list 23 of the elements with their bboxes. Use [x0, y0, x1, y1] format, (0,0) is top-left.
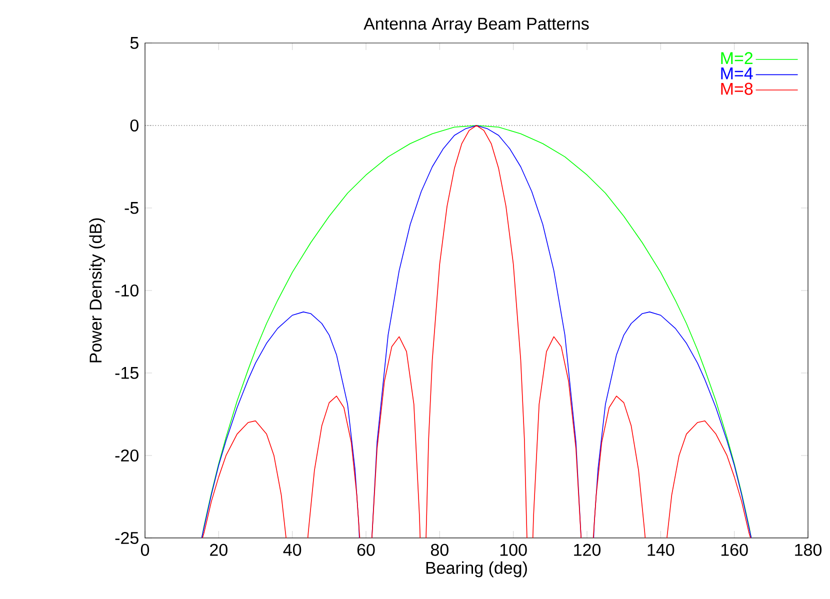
y-tick-label: -20 — [115, 449, 138, 462]
y-axis-title: Power Density (dB) — [89, 218, 106, 362]
legend-label: M=4 — [721, 68, 753, 80]
x-tick-label: 40 — [283, 544, 302, 556]
y-tick-label: -5 — [124, 202, 138, 214]
x-tick-label: 100 — [500, 544, 527, 556]
y-tick-label: -25 — [115, 532, 138, 544]
x-tick-label: 60 — [357, 544, 375, 556]
legend-label: M=2 — [721, 52, 753, 64]
y-tick-label: 5 — [130, 37, 138, 49]
x-axis-title: Bearing (deg) — [426, 561, 527, 578]
y-tick-label: -15 — [115, 367, 138, 379]
x-tick-label: 0 — [140, 544, 150, 556]
y-tick-label: 0 — [130, 119, 138, 132]
x-tick-label: 180 — [795, 544, 822, 556]
x-tick-label: 20 — [210, 544, 228, 556]
x-tick-label: 160 — [721, 544, 748, 556]
x-tick-label: 120 — [574, 544, 601, 556]
chart-title: Antenna Array Beam Patterns — [364, 18, 589, 34]
y-tick-label: -10 — [115, 284, 138, 297]
x-tick-label: 140 — [648, 544, 674, 556]
legend-label: M=8 — [721, 82, 753, 95]
x-tick-label: 80 — [430, 544, 448, 556]
